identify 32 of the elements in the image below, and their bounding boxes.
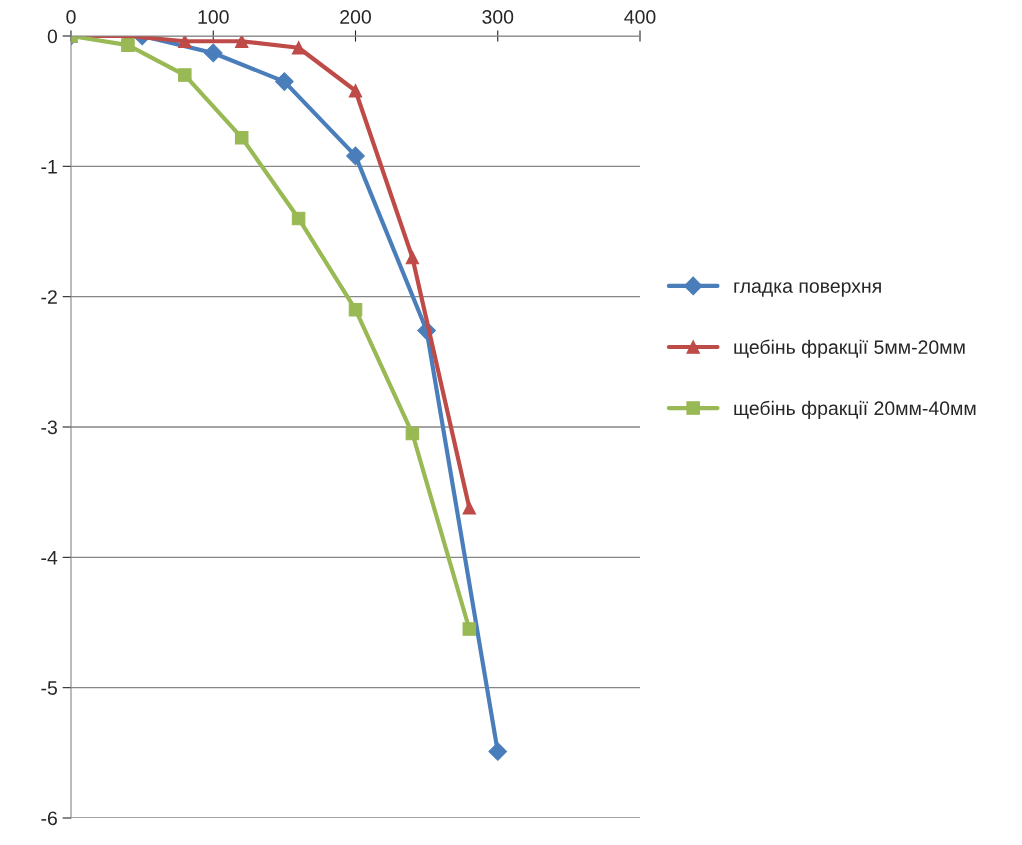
- point: [405, 426, 420, 441]
- y-tick-label: -6: [41, 811, 57, 826]
- point: [291, 40, 306, 55]
- y-tick-label: -3: [41, 420, 57, 435]
- legend-label: щебінь фракції 20мм-40мм: [734, 400, 976, 419]
- x-tick-label: 0: [66, 10, 76, 24]
- x-tick-label: 200: [340, 10, 371, 24]
- point: [405, 250, 420, 265]
- point: [488, 742, 508, 761]
- y-tick-label: 0: [47, 29, 58, 44]
- point: [234, 130, 249, 145]
- point: [462, 501, 477, 515]
- point: [291, 211, 306, 226]
- x-tick-label: 400: [624, 10, 656, 24]
- point: [203, 43, 223, 63]
- point: [348, 83, 363, 98]
- y-tick-label: -4: [41, 551, 58, 565]
- point: [234, 36, 249, 48]
- legend-label: щебінь фракції 5мм-20мм: [734, 339, 965, 358]
- y-tick-label: -1: [41, 160, 57, 174]
- y-tick-label: -5: [41, 681, 57, 695]
- point: [178, 36, 192, 48]
- point: [275, 72, 294, 91]
- x-tick-label: 300: [482, 10, 514, 24]
- y-tick-label: -2: [41, 290, 57, 304]
- point: [348, 302, 363, 317]
- point: [346, 146, 365, 166]
- x-tick-label: 100: [198, 10, 229, 24]
- point: [178, 68, 192, 82]
- legend-label: гладка поверхня: [734, 282, 881, 297]
- point: [121, 38, 135, 52]
- point: [462, 622, 477, 636]
